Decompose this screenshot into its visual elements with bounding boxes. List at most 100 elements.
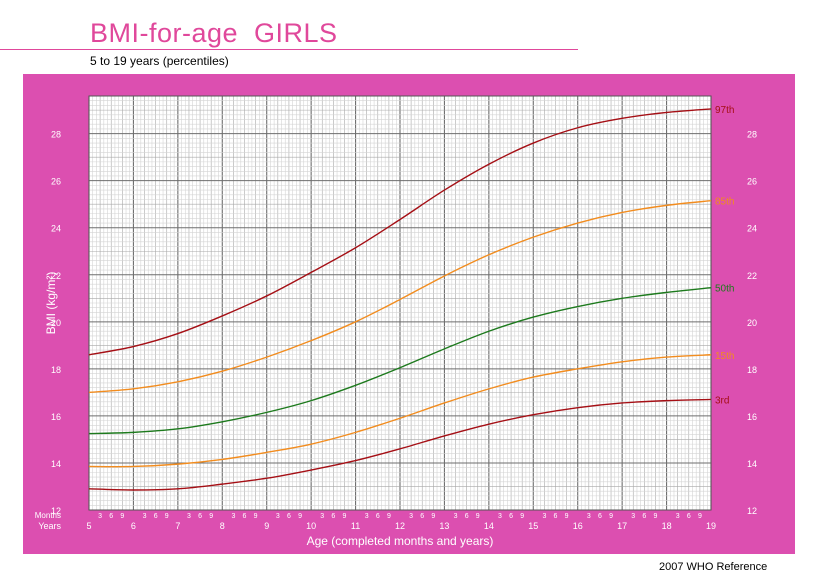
y-tick-label-left: 14 <box>51 459 61 469</box>
y-tick-label-left: 28 <box>51 130 61 140</box>
month-tick-label: 6 <box>642 513 646 520</box>
x-tick-label: 15 <box>528 521 538 531</box>
curve-label-15th: 15th <box>715 351 734 362</box>
month-tick-label: 6 <box>154 513 158 520</box>
curve-50th <box>88 287 712 435</box>
curve-label-3rd: 3rd <box>715 395 729 406</box>
month-tick-label: 9 <box>520 513 524 520</box>
month-tick-label: 9 <box>565 513 569 520</box>
curve-label-85th: 85th <box>715 197 734 208</box>
x-tick-label: 6 <box>131 521 136 531</box>
y-tick-label-right: 24 <box>747 224 757 234</box>
y-tick-label-right: 18 <box>747 365 757 375</box>
x-tick-label: 17 <box>617 521 627 531</box>
y-tick-label-left: 16 <box>51 412 61 422</box>
y-tick-label-right: 16 <box>747 412 757 422</box>
month-tick-label: 9 <box>387 513 391 520</box>
curve-labels: 3rd 15th 50th 85th 97th <box>715 105 734 407</box>
y-tick-label-right: 28 <box>747 130 757 140</box>
month-tick-label: 3 <box>231 513 235 520</box>
month-tick-label: 6 <box>687 513 691 520</box>
month-tick-label: 9 <box>609 513 613 520</box>
y-tick-label-right: 26 <box>747 177 757 187</box>
curve-85th <box>88 199 712 394</box>
month-tick-label: 3 <box>587 513 591 520</box>
x-tick-label: 8 <box>220 521 225 531</box>
x-tick-label: 16 <box>573 521 583 531</box>
month-tick-label: 6 <box>109 513 113 520</box>
month-tick-label: 9 <box>698 513 702 520</box>
month-tick-label: 6 <box>198 513 202 520</box>
chart-subtitle: 5 to 19 years (percentiles) <box>90 54 229 68</box>
curve-97th <box>88 108 712 356</box>
month-tick-label: 6 <box>420 513 424 520</box>
x-tick-label: 19 <box>706 521 716 531</box>
month-tick-label: 3 <box>365 513 369 520</box>
plot-border <box>88 95 712 511</box>
x-tick-label: 9 <box>264 521 269 531</box>
y-tick-label-left: 26 <box>51 177 61 187</box>
x-tick-label: 5 <box>86 521 91 531</box>
month-tick-label: 3 <box>676 513 680 520</box>
y-tick-label-right: 20 <box>747 318 757 328</box>
month-tick-label: 6 <box>598 513 602 520</box>
y-tick-label-left: 12 <box>51 506 61 516</box>
month-tick-label: 9 <box>209 513 213 520</box>
curve-label-50th: 50th <box>715 284 734 295</box>
month-tick-label: 9 <box>165 513 169 520</box>
month-tick-label: 3 <box>98 513 102 520</box>
month-tick-label: 9 <box>654 513 658 520</box>
curve-3rd <box>88 398 712 491</box>
chart-title: BMI-for-age GIRLS <box>90 18 338 48</box>
title-underline <box>0 49 578 50</box>
month-tick-label: 6 <box>243 513 247 520</box>
chart-panel: 12 12 14 14 16 16 18 18 20 20 22 22 24 24 26 26 28 28 BMI … <box>23 74 795 554</box>
x-tick-label: 10 <box>306 521 316 531</box>
x-tick-label: 14 <box>484 521 494 531</box>
curve-15th <box>88 354 712 468</box>
month-tick-label: 3 <box>276 513 280 520</box>
month-tick-label: 9 <box>120 513 124 520</box>
month-tick-label: 9 <box>476 513 480 520</box>
month-tick-label: 3 <box>542 513 546 520</box>
month-tick-label: 6 <box>287 513 291 520</box>
month-tick-label: 9 <box>431 513 435 520</box>
bmi-chart: 12 12 14 14 16 16 18 18 20 20 22 22 24 24 26 26 28 28 BMI … <box>35 95 757 548</box>
month-tick-label: 9 <box>343 513 347 520</box>
month-tick-label: 3 <box>143 513 147 520</box>
month-tick-label: 9 <box>298 513 302 520</box>
month-tick-label: 6 <box>331 513 335 520</box>
percentile-curves <box>88 108 712 491</box>
x-tick-label: 7 <box>175 521 180 531</box>
y-tick-label-left: 24 <box>51 224 61 234</box>
y-tick-label-left: 18 <box>51 365 61 375</box>
y-tick-label-left: 22 <box>51 271 61 281</box>
y-tick-label-right: 14 <box>747 459 757 469</box>
month-tick-label: 6 <box>465 513 469 520</box>
month-tick-label: 6 <box>509 513 513 520</box>
axes: 12 12 14 14 16 16 18 18 20 20 22 22 24 24 26 26 28 28 BMI … <box>35 130 757 548</box>
y-axis-label: BMI (kg/m²) <box>44 272 58 335</box>
month-tick-label: 3 <box>409 513 413 520</box>
month-tick-label: 6 <box>376 513 380 520</box>
curve-label-97th: 97th <box>715 105 734 116</box>
y-tick-label-right: 22 <box>747 271 757 281</box>
y-tick-label-left: 20 <box>51 318 61 328</box>
y-tick-label-right: 12 <box>747 506 757 516</box>
month-tick-label: 3 <box>631 513 635 520</box>
grid <box>88 95 712 511</box>
x-tick-label: 12 <box>395 521 405 531</box>
x-tick-label: 13 <box>439 521 449 531</box>
reference-note: 2007 WHO Reference <box>659 561 768 573</box>
years-row-label: Years <box>38 521 61 531</box>
month-tick-label: 9 <box>254 513 258 520</box>
month-tick-label: 3 <box>187 513 191 520</box>
month-tick-label: 6 <box>554 513 558 520</box>
x-axis-label: Age (completed months and years) <box>307 534 494 548</box>
x-tick-label: 18 <box>662 521 672 531</box>
month-tick-label: 3 <box>498 513 502 520</box>
month-tick-label: 3 <box>320 513 324 520</box>
x-tick-label: 11 <box>351 521 360 531</box>
month-tick-label: 3 <box>454 513 458 520</box>
months-row-label: Months <box>35 511 61 520</box>
